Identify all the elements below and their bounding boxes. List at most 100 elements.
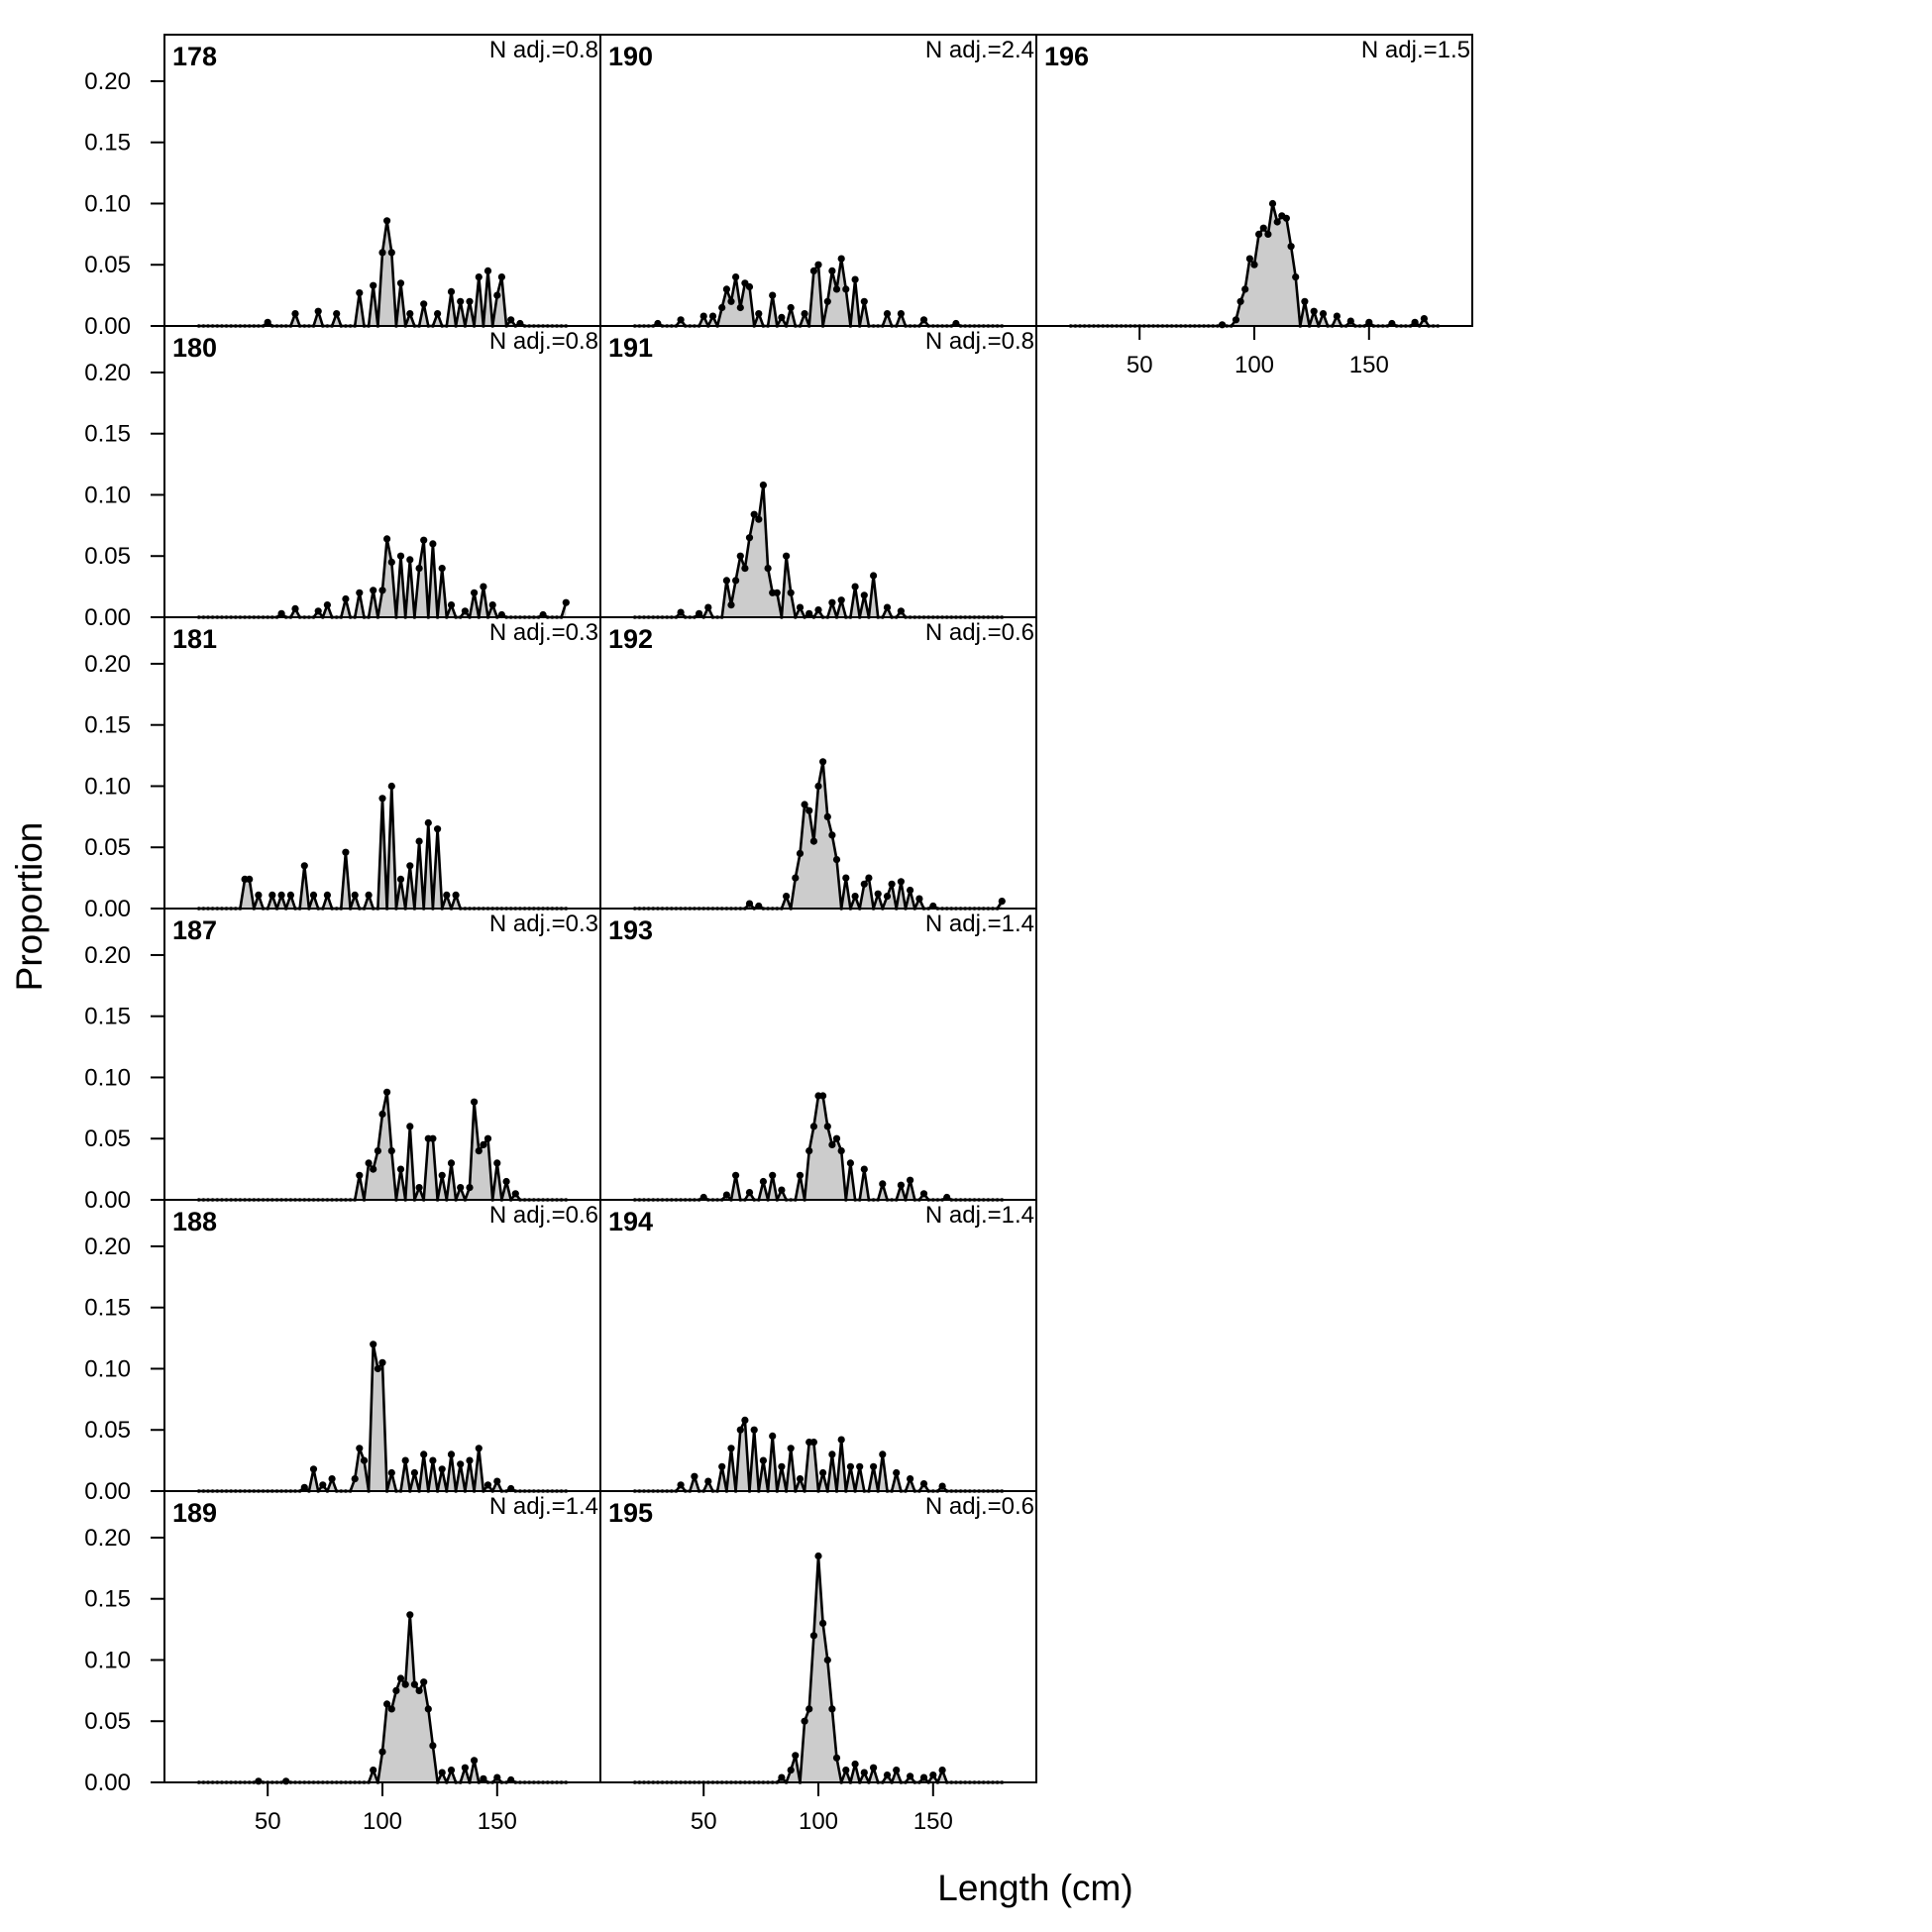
panel-193: 193 N adj.=1.4 bbox=[599, 908, 1037, 1202]
data-point bbox=[907, 886, 914, 895]
data-point bbox=[938, 1767, 946, 1774]
data-point bbox=[819, 1092, 827, 1100]
panel-id-label: 178 bbox=[172, 42, 217, 71]
data-point bbox=[493, 1159, 501, 1167]
x-axis-title: Length (cm) bbox=[937, 1868, 1132, 1908]
panel-194: 194 N adj.=1.4 bbox=[599, 1199, 1037, 1493]
data-point bbox=[396, 875, 405, 884]
data-point bbox=[562, 598, 570, 606]
data-point bbox=[828, 831, 836, 839]
data-point bbox=[438, 1465, 446, 1473]
data-point bbox=[300, 1483, 308, 1491]
data-point bbox=[434, 825, 442, 833]
data-point bbox=[471, 589, 479, 596]
data-point bbox=[727, 1445, 735, 1452]
data-point bbox=[814, 1552, 822, 1560]
data-point bbox=[461, 607, 469, 615]
series-line-194 bbox=[634, 1419, 1003, 1493]
data-point bbox=[328, 1475, 336, 1483]
data-point bbox=[778, 313, 786, 321]
y-tick-label: 0.10 bbox=[84, 773, 131, 800]
data-point bbox=[383, 217, 391, 225]
data-point bbox=[860, 880, 868, 888]
data-point bbox=[870, 1764, 878, 1771]
data-point bbox=[461, 1764, 469, 1771]
data-point bbox=[732, 1171, 740, 1179]
data-point bbox=[356, 1445, 364, 1452]
y-tick-label: 0.15 bbox=[84, 712, 131, 739]
data-point bbox=[360, 1456, 369, 1464]
data-point bbox=[677, 316, 685, 324]
data-point bbox=[823, 1123, 831, 1130]
data-point bbox=[429, 1742, 437, 1750]
data-point bbox=[475, 1445, 483, 1452]
data-point bbox=[755, 515, 763, 523]
data-point bbox=[447, 1159, 456, 1167]
data-point bbox=[466, 297, 474, 305]
data-point bbox=[764, 565, 772, 573]
data-point bbox=[246, 875, 254, 884]
n-adj-label: N adj.=1.4 bbox=[925, 1202, 1034, 1229]
data-point bbox=[378, 587, 386, 594]
data-point bbox=[745, 900, 754, 908]
data-point bbox=[370, 281, 377, 289]
n-adj-label: N adj.=1.5 bbox=[1361, 37, 1470, 63]
data-point bbox=[1310, 307, 1318, 315]
data-point bbox=[1292, 273, 1300, 281]
data-point bbox=[378, 1358, 386, 1366]
panel-id-label: 194 bbox=[608, 1207, 653, 1236]
data-point bbox=[745, 1189, 754, 1197]
data-point bbox=[374, 1147, 381, 1155]
data-point bbox=[919, 1773, 928, 1781]
data-point bbox=[429, 1134, 437, 1142]
data-point bbox=[819, 758, 827, 766]
y-axis-title: Proportion bbox=[9, 822, 50, 992]
data-point bbox=[814, 606, 822, 614]
data-point bbox=[1259, 224, 1267, 232]
data-point bbox=[471, 1098, 479, 1106]
area-fill-178 bbox=[198, 220, 567, 326]
data-point bbox=[832, 856, 841, 864]
data-point bbox=[691, 1472, 698, 1480]
data-point bbox=[488, 601, 496, 609]
data-point bbox=[938, 1482, 946, 1490]
data-point bbox=[370, 1767, 377, 1774]
y-tick-label: 0.20 bbox=[84, 1234, 131, 1260]
data-point bbox=[879, 1180, 887, 1188]
data-point bbox=[1273, 218, 1281, 226]
data-point bbox=[787, 1445, 795, 1452]
n-adj-label: N adj.=0.6 bbox=[925, 619, 1034, 646]
data-point bbox=[732, 273, 740, 281]
data-point bbox=[415, 1184, 423, 1192]
data-point bbox=[383, 1700, 391, 1708]
data-point bbox=[434, 310, 442, 318]
data-point bbox=[333, 310, 341, 318]
data-point bbox=[727, 601, 735, 609]
x-tick-label: 150 bbox=[1349, 352, 1389, 378]
y-tick-label: 0.00 bbox=[84, 1770, 131, 1796]
data-point bbox=[732, 577, 740, 585]
series-line-189 bbox=[198, 1613, 567, 1784]
data-point bbox=[897, 878, 906, 886]
data-point bbox=[809, 1632, 818, 1640]
data-point bbox=[851, 893, 859, 901]
data-point bbox=[1219, 321, 1227, 329]
data-point bbox=[255, 891, 263, 900]
data-point bbox=[471, 1757, 479, 1765]
y-tick-label: 0.20 bbox=[84, 1525, 131, 1552]
data-point bbox=[1241, 285, 1249, 293]
data-point bbox=[1232, 316, 1240, 324]
data-point bbox=[447, 287, 456, 295]
data-point bbox=[823, 1656, 831, 1664]
data-point bbox=[415, 837, 423, 845]
data-point bbox=[1268, 199, 1277, 208]
data-point bbox=[832, 1754, 841, 1762]
data-point bbox=[907, 1475, 914, 1483]
data-point bbox=[314, 607, 322, 615]
data-point bbox=[356, 589, 364, 596]
data-point bbox=[745, 282, 754, 291]
data-point bbox=[277, 891, 285, 900]
panel-id-label: 193 bbox=[608, 915, 653, 945]
data-point bbox=[704, 603, 712, 611]
data-point bbox=[874, 890, 882, 898]
